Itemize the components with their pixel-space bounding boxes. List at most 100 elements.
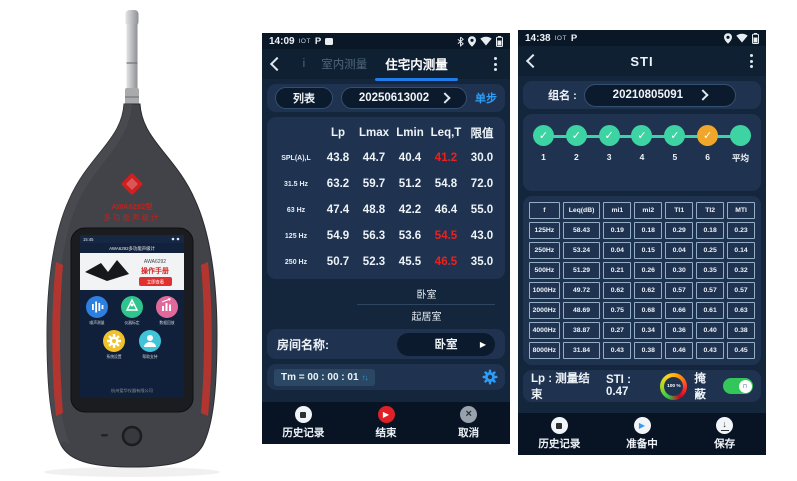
bottom-nav: 历史记录 ▶ 结束 × 取消 [262,402,510,444]
company-footer: 杭州爱华仪器有限公司 [111,387,153,394]
preparing-button[interactable]: ▶ 准备中 [601,417,684,451]
sti-cell: 0.23 [727,222,755,239]
row-label: SPL(A),L [281,154,311,162]
status-bar: 14:09 IOT P [262,33,510,49]
step-circle-5[interactable]: ✓ [664,125,686,146]
sti-column-header: mi1 [603,202,632,219]
sti-cell: 0.38 [727,322,755,339]
end-play-icon: ▶ [377,406,395,423]
tab-residential-measure[interactable]: 住宅内测量 [375,47,458,81]
cell-value: 40.4 [398,152,422,164]
back-icon[interactable] [269,56,285,72]
history-label: 历史记录 [282,427,325,439]
history-button[interactable]: 历史记录 [518,417,601,451]
tm-timer-chip[interactable]: Tm = 00 : 00 : 01 ↑↓ [274,368,375,386]
tab-indoor-measure[interactable]: 室内测量 [321,59,368,71]
room-name-row: 房间名称: 卧室 ▶ [267,329,505,359]
cancel-button[interactable]: × 取消 [427,406,510,440]
sti-cell: 0.62 [634,282,663,299]
location-icon [724,32,732,44]
cell-value: 72.0 [470,178,494,190]
sti-cell: 48.69 [562,302,601,319]
step-label: 2 [573,152,579,162]
red-side-accent-right [201,262,212,416]
column-header: Lp [330,127,346,139]
page-content: 列表 20250613002 单步 Lp Lmax Lmin Leq,T 限值 SPL(A… [262,79,510,402]
sti-cell: 0.25 [696,242,725,259]
side-notch [101,434,108,437]
overflow-menu-icon[interactable] [491,54,500,74]
stepper-circles: ✓ ✓ ✓ ✓ ✓ ✓ [533,125,751,146]
column-header: 限值 [470,128,494,140]
sti-column-header: TI2 [696,202,725,219]
step-circle-2[interactable]: ✓ [565,125,587,146]
record-id-selector[interactable]: 20250613002 [341,87,467,109]
room-option-livingroom[interactable]: 起居室 [411,311,442,323]
sti-cell: 31.84 [562,342,601,359]
sti-cell: 4000Hz [529,322,560,339]
cell-value: 35.0 [470,256,494,268]
end-button[interactable]: ▶ 结束 [345,406,428,440]
column-header: Lmin [396,127,424,139]
sti-cell: 0.35 [696,262,725,279]
table-row: 250 Hz 50.7 52.3 45.5 46.5 35.0 [272,249,500,275]
row-label: 31.5 Hz [283,180,309,188]
single-step-button[interactable]: 单步 [475,93,497,105]
sti-cell: 0.62 [603,282,632,299]
sti-cell: 0.14 [727,242,755,259]
cell-value: 43.8 [326,152,350,164]
sti-cell: 500Hz [529,262,560,279]
gauge-percent: 100 % [664,376,684,396]
updown-arrows-icon: ↑↓ [361,372,369,382]
step-circle-1[interactable]: ✓ [533,125,554,146]
cell-value: 42.2 [398,204,422,216]
tab-partial[interactable]: i [302,58,306,70]
overflow-menu-icon[interactable] [747,51,756,71]
room-option-bedroom[interactable]: 卧室 [416,289,437,301]
sti-cell: 58.43 [562,222,601,239]
settings-gear-icon[interactable] [482,369,498,385]
banner-model: AWA6292 [144,259,166,265]
sti-cell: 0.38 [634,342,663,359]
list-button[interactable]: 列表 [275,87,333,109]
room-select[interactable]: 卧室 ▶ [396,332,495,356]
divider [357,303,496,305]
app-label: 仪器标定 [124,320,139,325]
group-id-selector[interactable]: 20210805091 [583,83,736,107]
table-row: 31.5 Hz 63.2 59.7 51.2 54.8 72.0 [272,171,500,197]
sti-table: f Leq(dB) mi1 mi2 TI1 TI2 MTI 125Hz 58.43 0.19 0.1… [523,196,761,365]
battery-icon [752,32,759,44]
sti-cell: 0.57 [696,282,725,299]
measure-table: Lp Lmax Lmin Leq,T 限值 SPL(A),L 43.8 44.7 40.4 41.… [267,117,505,279]
sti-cell: 0.32 [727,262,755,279]
step-circle-3[interactable]: ✓ [598,125,620,146]
banner-button-label: 立即查看 [147,279,165,286]
sti-cell: 2000Hz [529,302,560,319]
history-button[interactable]: 历史记录 [262,406,345,440]
sti-cell: 0.40 [696,322,725,339]
group-id: 20210805091 [612,89,684,101]
step-circle-7[interactable] [729,125,751,146]
cancel-x-icon: × [460,406,478,423]
save-icon: ↓ [716,417,734,434]
table-reflection [44,467,220,477]
cell-value: 63.2 [326,178,350,190]
cell-value: 59.7 [362,178,386,190]
save-button[interactable]: ↓ 保存 [683,417,766,451]
preparing-label: 准备中 [626,438,658,450]
banner-headline: 操作手册 [141,266,169,275]
end-label: 结束 [375,427,397,439]
step-circle-6[interactable]: ✓ [697,125,719,146]
sti-cell: 38.87 [562,322,601,339]
sti-column-header: MTI [727,202,755,219]
step-circle-4[interactable]: ✓ [631,125,653,146]
notification-p-icon: P [570,32,578,44]
cell-value: 53.6 [398,230,422,242]
cell-value: 54.8 [434,178,458,190]
cell-value: 55.0 [470,204,494,216]
notification-p-icon: P [314,35,322,47]
banner-button [139,277,172,286]
mask-toggle[interactable]: ⊓ [723,378,753,394]
lp-status: Lp : 测量结束 [531,373,590,401]
cell-value: 48.8 [362,204,386,216]
